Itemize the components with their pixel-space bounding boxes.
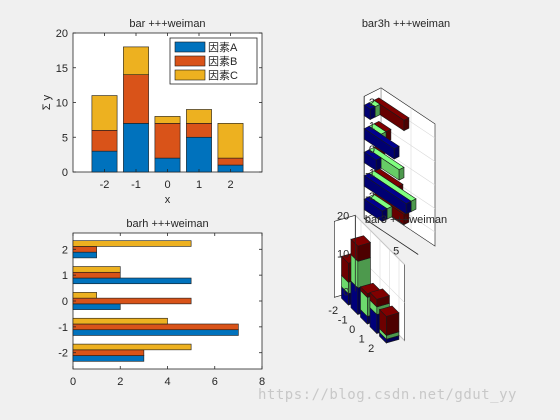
y-tick-label: 15	[56, 63, 68, 75]
bar-segment	[123, 123, 149, 173]
bar	[72, 246, 97, 253]
bar-segment	[91, 95, 118, 131]
bar	[72, 251, 97, 259]
x-axis-label: x	[165, 194, 171, 206]
chart-title: barh +++weiman	[126, 218, 208, 230]
bar-segment	[123, 46, 149, 76]
y-tick-label: -2	[365, 191, 375, 203]
legend-entry: 因素A	[208, 41, 238, 54]
y-tick-label: 0	[62, 296, 68, 308]
bar3h-end	[405, 200, 412, 215]
bar	[72, 271, 121, 279]
y-tick-label: 2	[369, 97, 375, 109]
watermark: https://blog.csdn.net/gdut_yy	[258, 387, 517, 403]
x-tick-label: -1	[131, 179, 141, 191]
y-axis-label: Σ y	[41, 94, 53, 110]
x-tick-label: 2	[368, 343, 374, 355]
chart-title: bar +++weiman	[129, 18, 205, 30]
bar	[72, 297, 192, 305]
bar	[72, 277, 192, 285]
bar-segment	[91, 130, 118, 152]
bar	[72, 317, 168, 325]
y-tick-label: -1	[58, 322, 68, 334]
x-tick-label: 0	[70, 376, 76, 388]
chart-title: bar3h +++weiman	[362, 18, 450, 30]
bar3h-end	[374, 103, 381, 118]
x-tick-label: -1	[338, 314, 348, 326]
x-tick-label: 5	[393, 246, 399, 258]
bar-segment	[186, 123, 212, 138]
x-tick-label: 2	[117, 376, 123, 388]
bar	[72, 303, 121, 310]
legend-swatch	[174, 41, 206, 53]
x-tick-label: -2	[328, 305, 338, 317]
bar3h-end	[403, 211, 410, 226]
bar3h-end	[375, 157, 382, 172]
bar3h-end	[398, 166, 405, 181]
y-tick-label: 2	[62, 244, 68, 256]
bar-segment	[186, 109, 212, 124]
bar-segment	[217, 157, 244, 166]
y-tick-label: 20	[56, 28, 68, 40]
z-tick-label: 0	[343, 286, 349, 298]
bar-segment	[91, 150, 118, 173]
bar3h-end	[410, 198, 417, 213]
x-tick-label: 1	[359, 333, 365, 345]
y-tick-label: 1	[369, 121, 375, 133]
x-tick-label: 4	[164, 376, 170, 388]
bar	[72, 329, 239, 336]
bar3h-end	[381, 208, 388, 223]
bar	[72, 343, 192, 351]
bar	[72, 292, 97, 299]
bar	[72, 240, 192, 247]
bar	[72, 355, 145, 362]
bar-segment	[154, 123, 181, 159]
bar-segment	[123, 74, 149, 124]
bar3h-end	[369, 106, 376, 121]
bar-segment	[154, 116, 181, 124]
x-tick-label: 6	[212, 376, 218, 388]
barh-chart-panel: -2 -1 0 1 2 0 2 4 6 8 barh +++weiman	[58, 218, 265, 388]
x-axis-line	[363, 218, 419, 255]
legend-entry: 因素C	[208, 69, 238, 82]
x-tick-label: 8	[259, 376, 265, 388]
bar3h-end	[393, 145, 400, 160]
legend-swatch	[174, 55, 206, 67]
x-tick-label: -2	[100, 179, 110, 191]
bar-segment	[186, 136, 212, 173]
bar3-top	[378, 305, 400, 317]
x-tick-label: 0	[349, 324, 355, 336]
bar3-side	[386, 312, 400, 336]
z-tick-label: 10	[337, 248, 349, 260]
bar-segment	[217, 123, 244, 159]
bar3h-chart-panel: 210-1-205bar3h +++weiman	[362, 18, 450, 258]
y-tick-label: 10	[56, 98, 68, 110]
bar	[72, 266, 121, 273]
legend-swatch	[174, 69, 206, 81]
y-tick-label: 5	[62, 132, 68, 144]
bar3-top	[369, 288, 390, 300]
y-tick-label: -1	[365, 168, 375, 180]
y-tick-label: 1	[62, 270, 68, 282]
bar3-side	[357, 257, 371, 289]
bar3h-end	[403, 117, 410, 132]
x-tick-label: 0	[164, 179, 170, 191]
bar	[72, 323, 239, 331]
x-tick-label: 2	[227, 179, 233, 191]
y-tick-label: -2	[58, 348, 68, 360]
y-tick-label: 0	[369, 144, 375, 156]
y-tick-label: 0	[62, 167, 68, 179]
legend-entry: 因素B	[208, 55, 237, 68]
x-tick-label: 1	[196, 179, 202, 191]
bar	[72, 349, 145, 356]
chart-title: bar3 +++weiman	[365, 214, 447, 226]
z-tick-label: 20	[337, 210, 349, 222]
